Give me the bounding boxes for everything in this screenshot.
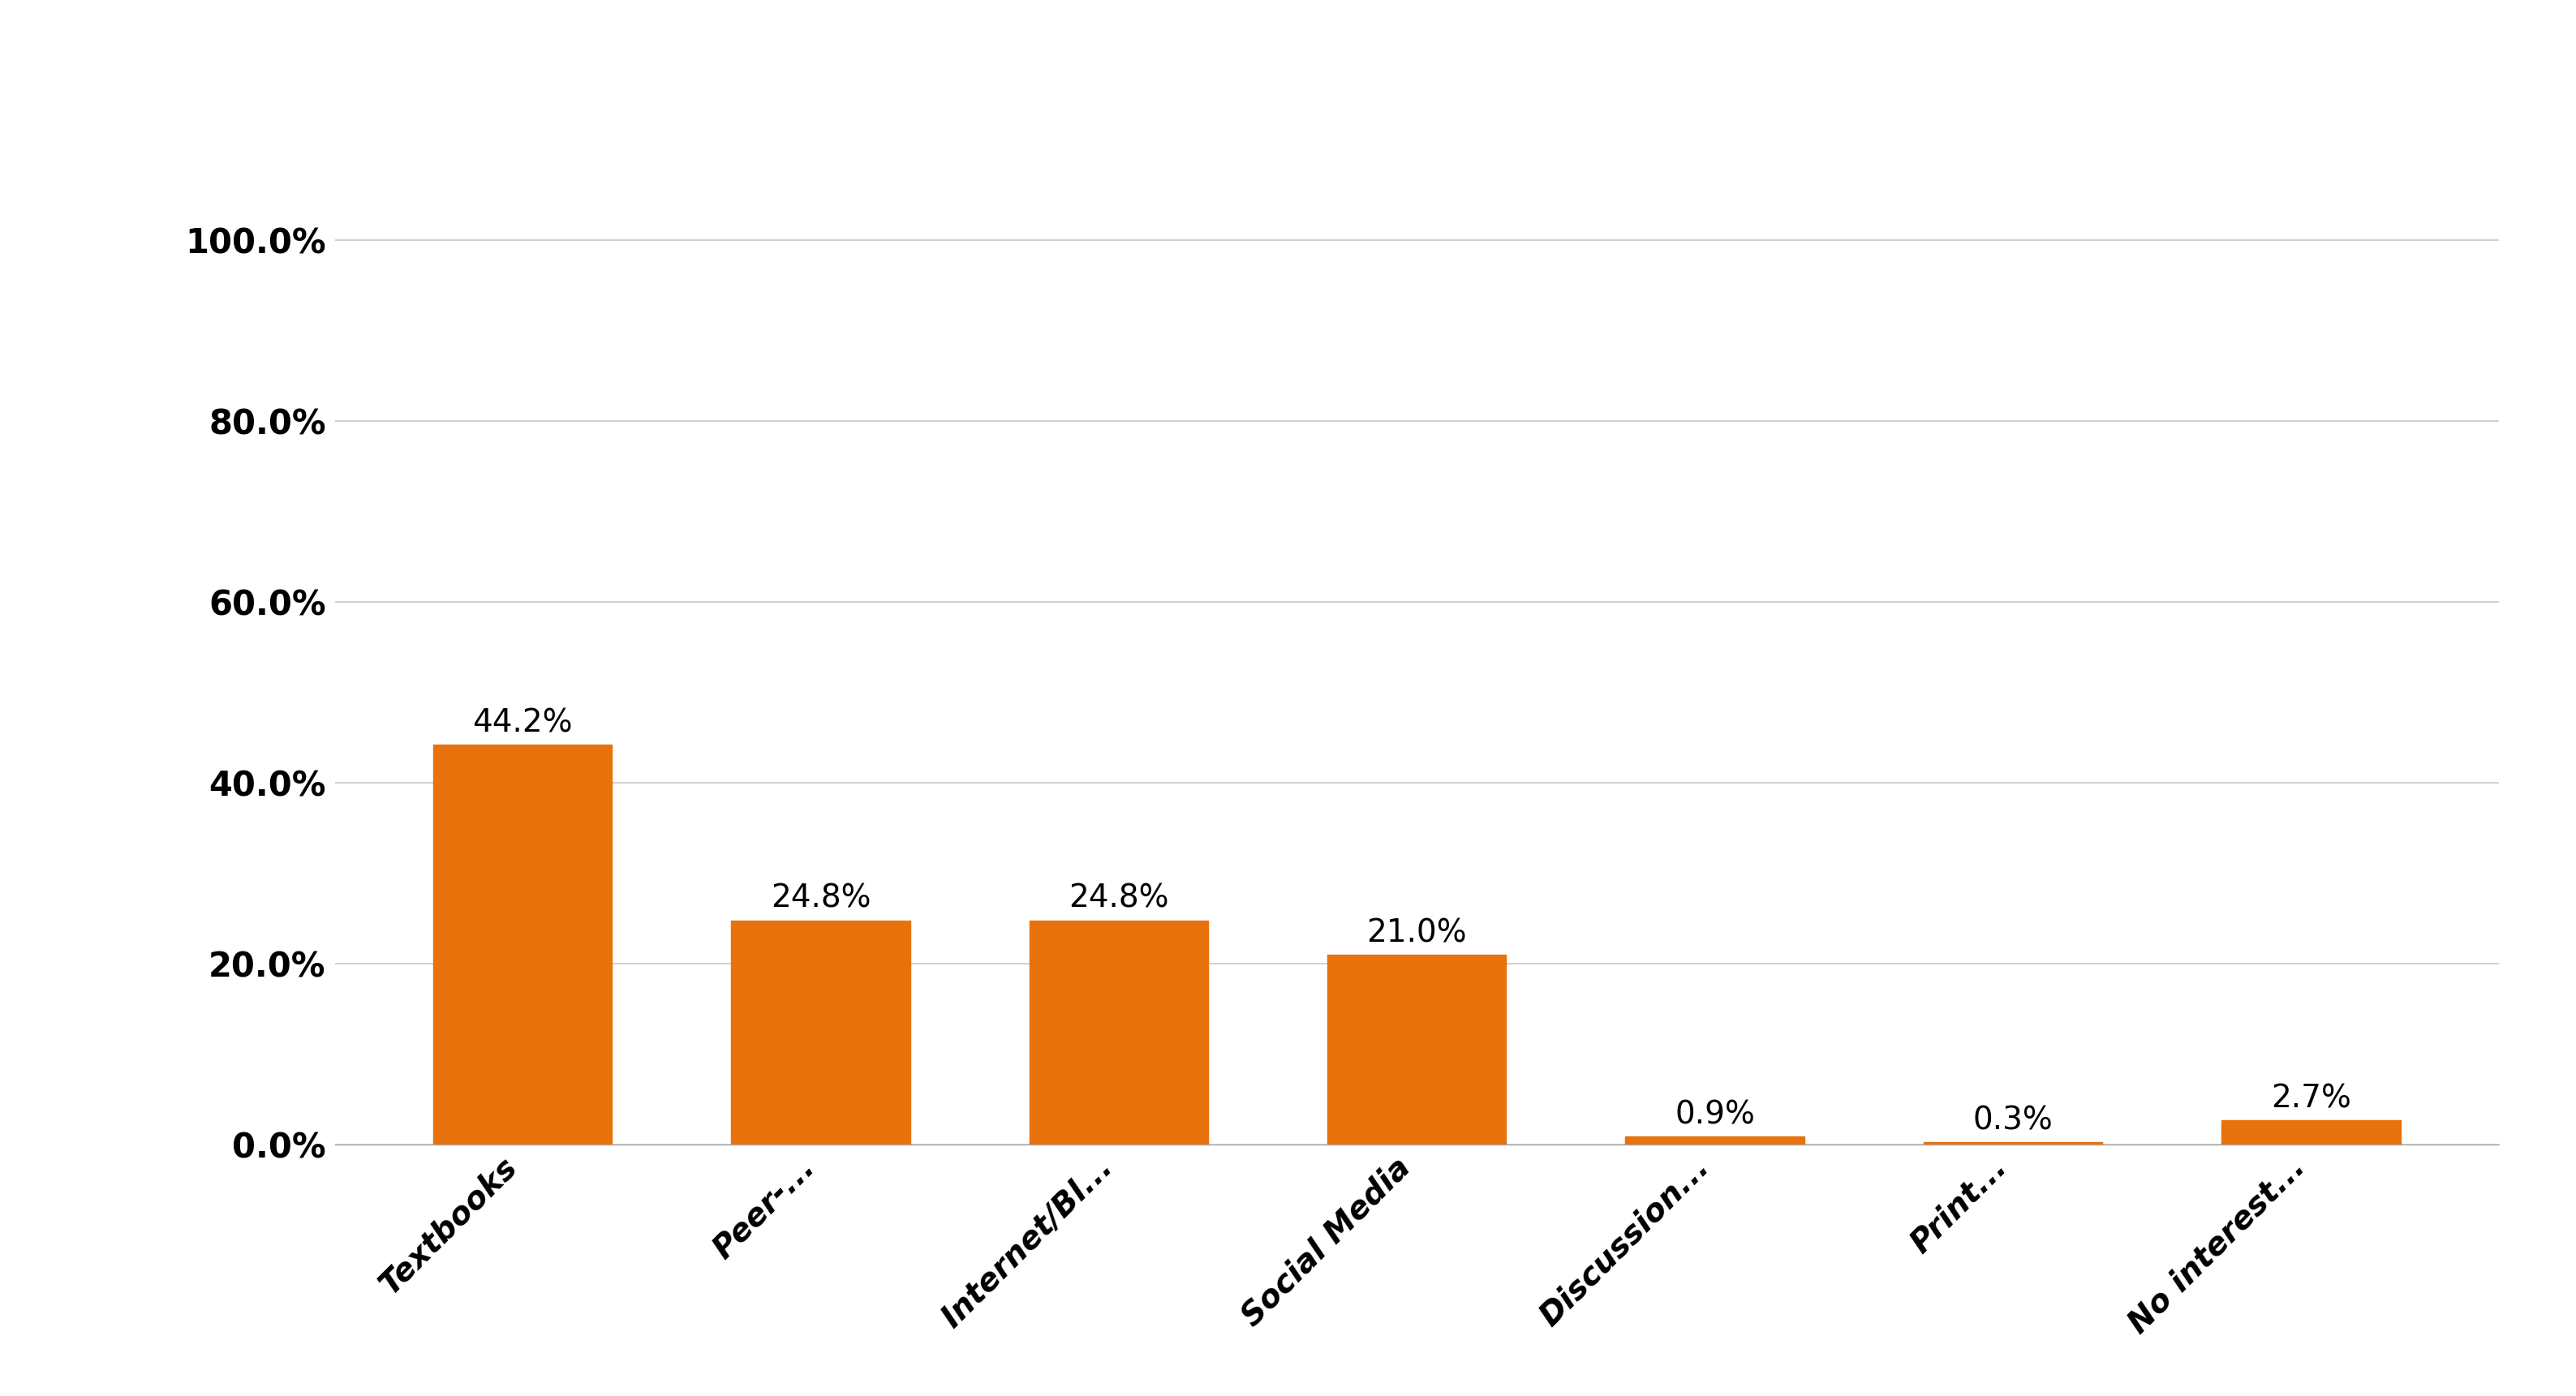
Bar xyxy=(1030,920,1208,1145)
Text: 44.2%: 44.2% xyxy=(471,708,572,738)
Text: 0.3%: 0.3% xyxy=(1973,1104,2053,1136)
Bar xyxy=(732,920,909,1145)
Bar xyxy=(433,745,613,1145)
Bar xyxy=(1625,1136,1803,1145)
Text: 21.0%: 21.0% xyxy=(1368,917,1466,948)
Text: 24.8%: 24.8% xyxy=(1069,884,1170,914)
Text: 2.7%: 2.7% xyxy=(2272,1083,2352,1114)
Text: 0.9%: 0.9% xyxy=(1674,1100,1754,1131)
Bar xyxy=(2221,1120,2401,1145)
Text: 24.8%: 24.8% xyxy=(770,884,871,914)
Bar xyxy=(1327,955,1507,1145)
Bar xyxy=(1924,1142,2102,1145)
